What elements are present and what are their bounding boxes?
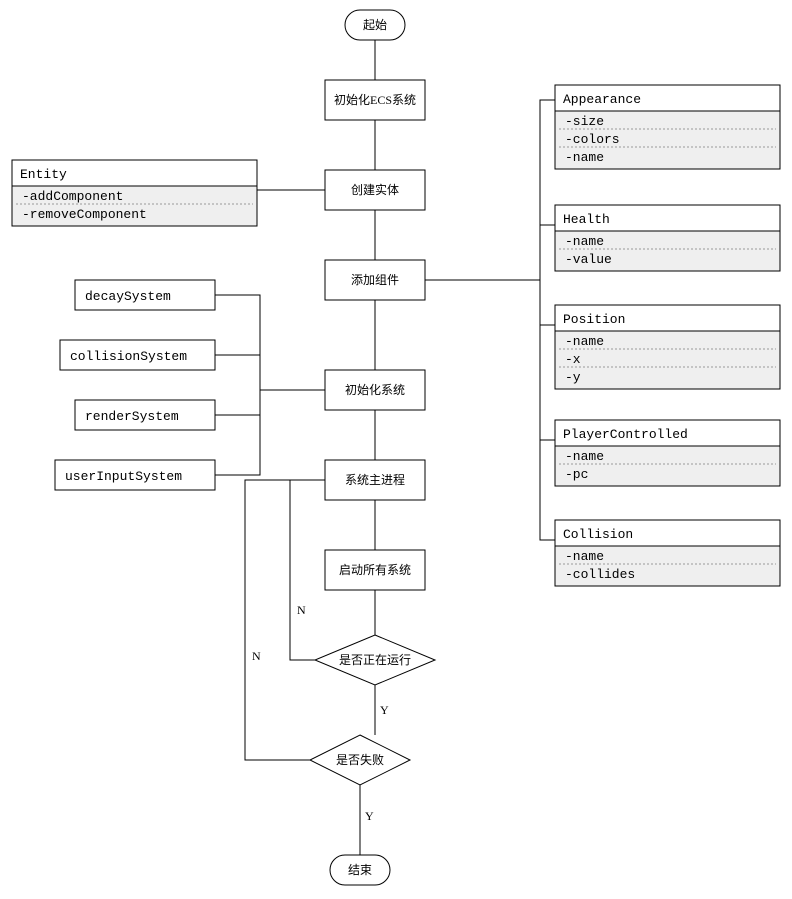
component-class-member: -collides [565,567,635,582]
process-add_comp-label: 添加组件 [351,273,399,287]
component-class-member: -colors [565,132,620,147]
terminator-end-label: 结束 [348,863,372,877]
component-class-member: -size [565,114,604,129]
component-class-member: -value [565,252,612,267]
component-class-member: -name [565,234,604,249]
component-class-title: Appearance [563,92,641,107]
branch-label: N [252,649,261,663]
system-label: renderSystem [85,409,179,424]
component-class-title: Collision [563,527,633,542]
decision-failed-label: 是否失败 [336,752,384,767]
system-label: collisionSystem [70,349,187,364]
process-start_all-label: 启动所有系统 [339,563,411,577]
component-class-member: -name [565,549,604,564]
branch-label: N [297,603,306,617]
process-main_proc-label: 系统主进程 [345,472,405,487]
component-class-member: -pc [565,467,588,482]
component-class-title: Position [563,312,625,327]
component-class-member: -y [565,370,581,385]
decision-running-label: 是否正在运行 [339,653,411,667]
branch-label: Y [380,703,389,717]
branch-label: Y [365,809,374,823]
component-class-member: -name [565,334,604,349]
component-class-title: Health [563,212,610,227]
process-init_ecs-label: 初始化ECS系统 [334,93,416,107]
process-create_entity-label: 创建实体 [351,182,399,197]
flowchart: 起始结束 初始化ECS系统创建实体添加组件初始化系统系统主进程启动所有系统是否正在… [0,0,792,899]
component-class-member: -name [565,449,604,464]
component-class-member: -name [565,150,604,165]
component-class-title: PlayerControlled [563,427,688,442]
component-class-member: -x [565,352,581,367]
entity-class-member: -removeComponent [22,207,147,222]
process-init_sys-label: 初始化系统 [345,383,405,397]
system-label: userInputSystem [65,469,182,484]
entity-class-member: -addComponent [22,189,123,204]
system-label: decaySystem [85,289,171,304]
terminator-start-label: 起始 [363,18,387,32]
entity-class-title: Entity [20,167,67,182]
